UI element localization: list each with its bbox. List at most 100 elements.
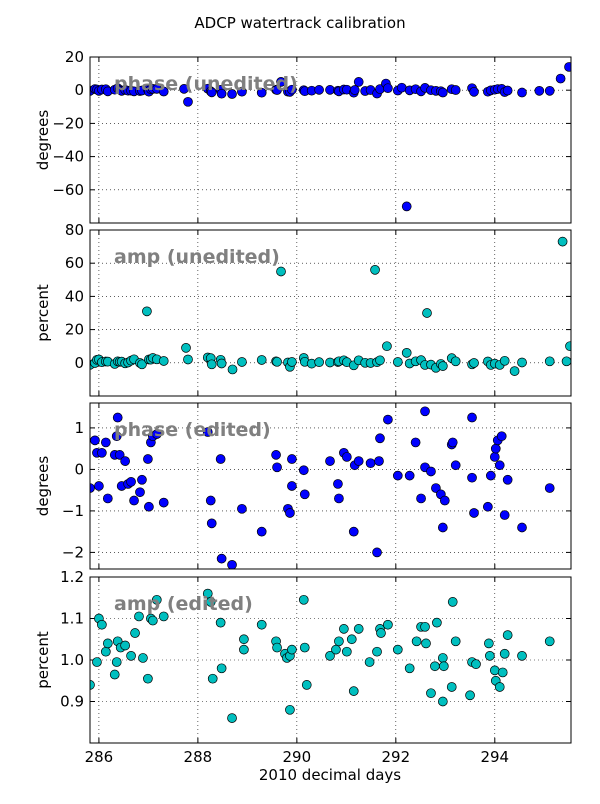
data-point [272, 462, 282, 473]
data-point [120, 640, 130, 651]
subplot-1: 20 0 −20 −40 −60 phase (unedited) degrees [34, 48, 572, 224]
data-point [126, 650, 136, 661]
data-point [120, 456, 130, 466]
data-point [404, 663, 415, 674]
data-point [438, 661, 449, 672]
data-point [465, 690, 475, 701]
panel-label: phase (unedited) [114, 73, 298, 95]
y-tick-label: −40 [52, 148, 84, 166]
data-point [216, 553, 227, 564]
data-point [450, 85, 461, 95]
data-point [420, 406, 430, 417]
x-tick-label: 294 [480, 748, 509, 766]
data-point [555, 73, 566, 84]
y-tick-label: 60 [65, 254, 84, 272]
data-point [287, 644, 297, 655]
data-point [383, 619, 393, 630]
data-point [557, 236, 568, 247]
data-point [151, 429, 162, 439]
data-point [301, 680, 312, 690]
y-tick-label: 0 [74, 460, 84, 478]
data-point [499, 648, 510, 659]
data-point [564, 62, 571, 72]
data-point [450, 460, 461, 471]
data-point [447, 437, 458, 448]
axes-frame [89, 229, 572, 397]
data-point [102, 638, 113, 649]
data-point [215, 617, 226, 628]
series-points [90, 588, 555, 723]
data-point [158, 86, 169, 97]
series-points [90, 236, 571, 376]
data-point [205, 495, 216, 506]
y-tick-label: −1 [62, 502, 84, 520]
y-tick-label: 1.0 [60, 651, 84, 669]
y-tick-label: 1.2 [60, 568, 84, 586]
data-point [437, 87, 448, 98]
data-point [348, 686, 359, 696]
axes-frame [89, 402, 572, 570]
data-point [471, 659, 481, 670]
data-point [404, 470, 415, 481]
data-point [561, 356, 571, 367]
data-point [299, 642, 310, 653]
data-point [410, 437, 421, 448]
data-point [484, 638, 494, 649]
data-point [256, 87, 267, 98]
data-point [334, 636, 344, 647]
data-point [392, 357, 403, 367]
data-point [446, 682, 457, 692]
series-points [90, 62, 571, 212]
data-point [489, 452, 500, 462]
data-point [205, 597, 216, 607]
y-tick-label: 0.9 [60, 693, 84, 711]
y-tick-label: 1 [74, 419, 84, 437]
data-point [181, 343, 191, 353]
y-tick-label: 20 [65, 321, 84, 339]
data-point [227, 713, 237, 723]
data-point [422, 308, 432, 318]
data-point [112, 412, 123, 423]
data-point [370, 264, 380, 275]
subplot-2: 80 60 40 20 0 amp (unedited) percent [34, 221, 572, 397]
data-point [502, 630, 513, 640]
data-point [138, 653, 148, 663]
data-point [298, 465, 309, 476]
data-point [100, 437, 111, 448]
data-point [383, 83, 393, 94]
data-point [374, 456, 384, 466]
data-point [216, 358, 227, 369]
y-tick-label: 40 [65, 287, 84, 305]
data-point [314, 85, 324, 95]
data-point [92, 657, 102, 667]
data-point [111, 657, 122, 667]
data-point [485, 470, 496, 481]
data-point [502, 474, 513, 485]
data-point [544, 86, 555, 96]
data-point [334, 493, 344, 504]
data-point [469, 87, 479, 97]
data-point [421, 638, 431, 649]
data-point [517, 650, 527, 661]
data-point [276, 266, 286, 277]
data-point [237, 86, 247, 97]
data-point [437, 361, 448, 371]
data-point [372, 646, 382, 657]
data-point [467, 472, 477, 483]
data-point [272, 356, 282, 367]
data-point [490, 443, 501, 454]
data-point [314, 357, 324, 367]
data-point [109, 669, 120, 680]
data-point [382, 341, 392, 352]
data-point [206, 518, 217, 529]
data-point [299, 489, 310, 500]
data-point [517, 357, 527, 368]
data-point [256, 619, 267, 630]
data-point [102, 493, 113, 504]
data-point [353, 624, 364, 634]
data-point [544, 483, 555, 493]
x-tick-label: 288 [184, 748, 213, 766]
data-point [348, 526, 359, 537]
data-point [325, 650, 335, 661]
y-axis-label: percent [34, 284, 52, 342]
